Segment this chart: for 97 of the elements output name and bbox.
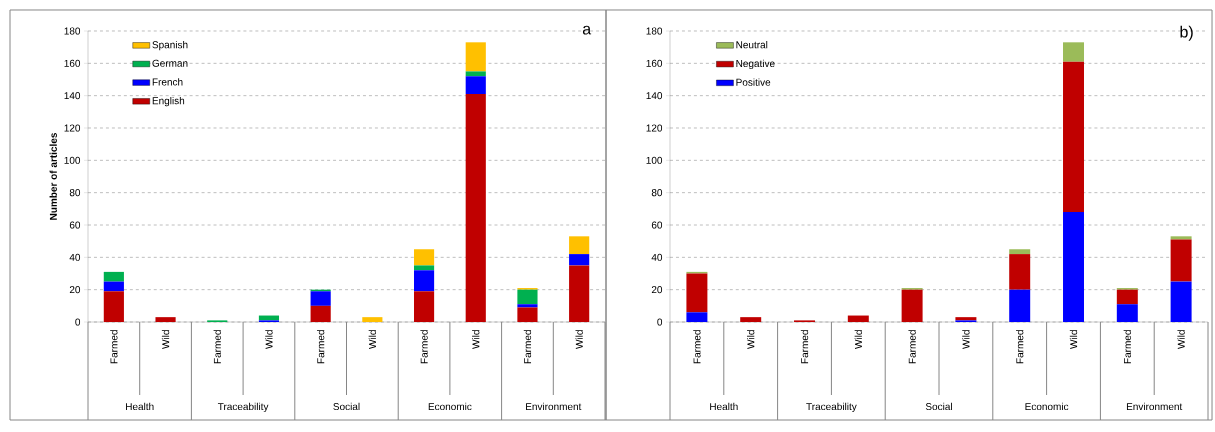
text: Environment	[526, 402, 582, 411]
bar	[569, 236, 590, 255]
y-tick-label: 180	[646, 27, 663, 35]
x-tick-label: Wild	[265, 330, 273, 349]
bar	[1063, 61, 1084, 213]
text: Traceability	[217, 402, 269, 413]
bar	[465, 42, 486, 72]
bar	[686, 273, 708, 313]
bar	[1170, 239, 1192, 282]
bar	[740, 317, 762, 322]
y-tick-label: 120	[646, 124, 663, 132]
bar	[1009, 254, 1031, 290]
bar	[310, 291, 331, 306]
y-tick-label: 180	[64, 27, 81, 35]
x-tick-label: Farmed	[1123, 330, 1131, 364]
x-tick-label: Farmed	[1016, 330, 1024, 364]
bar	[517, 307, 538, 322]
x-tick-label: Wild	[1069, 330, 1078, 349]
text: Economic	[1025, 402, 1069, 411]
legend-label: French	[152, 78, 183, 86]
y-tick-label: 140	[646, 92, 663, 100]
bar	[465, 71, 486, 77]
y-tick-label: 100	[64, 156, 81, 164]
text: Environment	[1126, 402, 1183, 411]
bar	[413, 270, 435, 292]
x-tick-label: Farmed	[420, 330, 428, 364]
x-tick-label: Farmed	[800, 330, 809, 364]
bar	[465, 94, 486, 322]
y-axis-title: Number of articles	[49, 133, 57, 220]
x-tick-label: Farmed	[908, 330, 916, 364]
bar	[569, 254, 590, 266]
y-tick-label: 40	[651, 253, 663, 261]
text: Social	[925, 402, 952, 411]
bar	[1170, 236, 1192, 240]
legend-label: Positive	[736, 78, 771, 86]
legend-label: Neutral	[736, 41, 768, 49]
bar	[517, 289, 538, 305]
bar	[517, 304, 538, 308]
bar	[1116, 304, 1138, 322]
x-tick-label: Farmed	[693, 330, 701, 364]
text: Social	[333, 402, 360, 411]
y-tick-label: 80	[651, 189, 663, 197]
x-tick-label: Farmed	[523, 330, 532, 364]
x-tick-label: Farmed	[316, 330, 325, 364]
y-tick-label: 0	[75, 318, 81, 326]
x-tick-label: Wild	[747, 330, 755, 349]
bar	[310, 305, 331, 322]
bar	[686, 312, 708, 322]
chart-title: b)	[1180, 25, 1193, 41]
text: Health	[710, 402, 738, 411]
y-tick-label: 160	[64, 59, 81, 67]
y-tick-label: 20	[651, 286, 663, 294]
x-tick-label: Wild	[575, 330, 583, 349]
legend-label: Spanish	[152, 41, 188, 51]
bar	[362, 317, 383, 322]
y-tick-label: 120	[64, 124, 81, 132]
chart-title: a	[582, 25, 592, 35]
bar	[1116, 289, 1138, 305]
bar	[1009, 249, 1031, 255]
y-tick-label: 60	[69, 221, 81, 229]
bar	[1170, 281, 1192, 322]
text: Economic	[428, 402, 472, 411]
y-tick-label: 0	[657, 318, 663, 326]
x-tick-label: Wild	[854, 330, 862, 349]
y-tick-label: 40	[69, 253, 81, 261]
bar	[103, 291, 124, 322]
legend-label: English	[152, 96, 185, 107]
legend-label: German	[152, 59, 188, 67]
x-tick-label: Farmed	[110, 330, 118, 364]
bar	[413, 265, 435, 271]
bar	[901, 289, 923, 322]
y-tick-label: 20	[69, 286, 81, 294]
bar	[1009, 289, 1031, 322]
bar	[847, 315, 869, 322]
x-tick-label: Wild	[1177, 330, 1185, 349]
bar	[1063, 212, 1084, 322]
x-tick-label: Wild	[368, 330, 377, 349]
y-tick-label: 80	[69, 189, 81, 197]
bar	[569, 265, 590, 322]
text: Health	[126, 402, 154, 411]
text: Traceability	[806, 402, 857, 413]
x-tick-label: Wild	[962, 330, 970, 349]
bar	[103, 281, 124, 292]
bar	[103, 271, 124, 282]
x-tick-label: Wild	[161, 330, 170, 349]
bar	[413, 291, 435, 322]
bar	[155, 317, 176, 322]
bar	[1063, 42, 1084, 62]
bar	[465, 76, 486, 95]
legend-label: Negative	[736, 59, 775, 70]
x-tick-label: Farmed	[213, 330, 221, 364]
x-tick-label: Wild	[472, 330, 480, 349]
bar	[413, 249, 435, 266]
y-tick-label: 100	[646, 156, 663, 164]
y-tick-label: 160	[646, 59, 663, 67]
y-tick-label: 60	[651, 221, 663, 229]
y-tick-label: 140	[64, 92, 81, 100]
